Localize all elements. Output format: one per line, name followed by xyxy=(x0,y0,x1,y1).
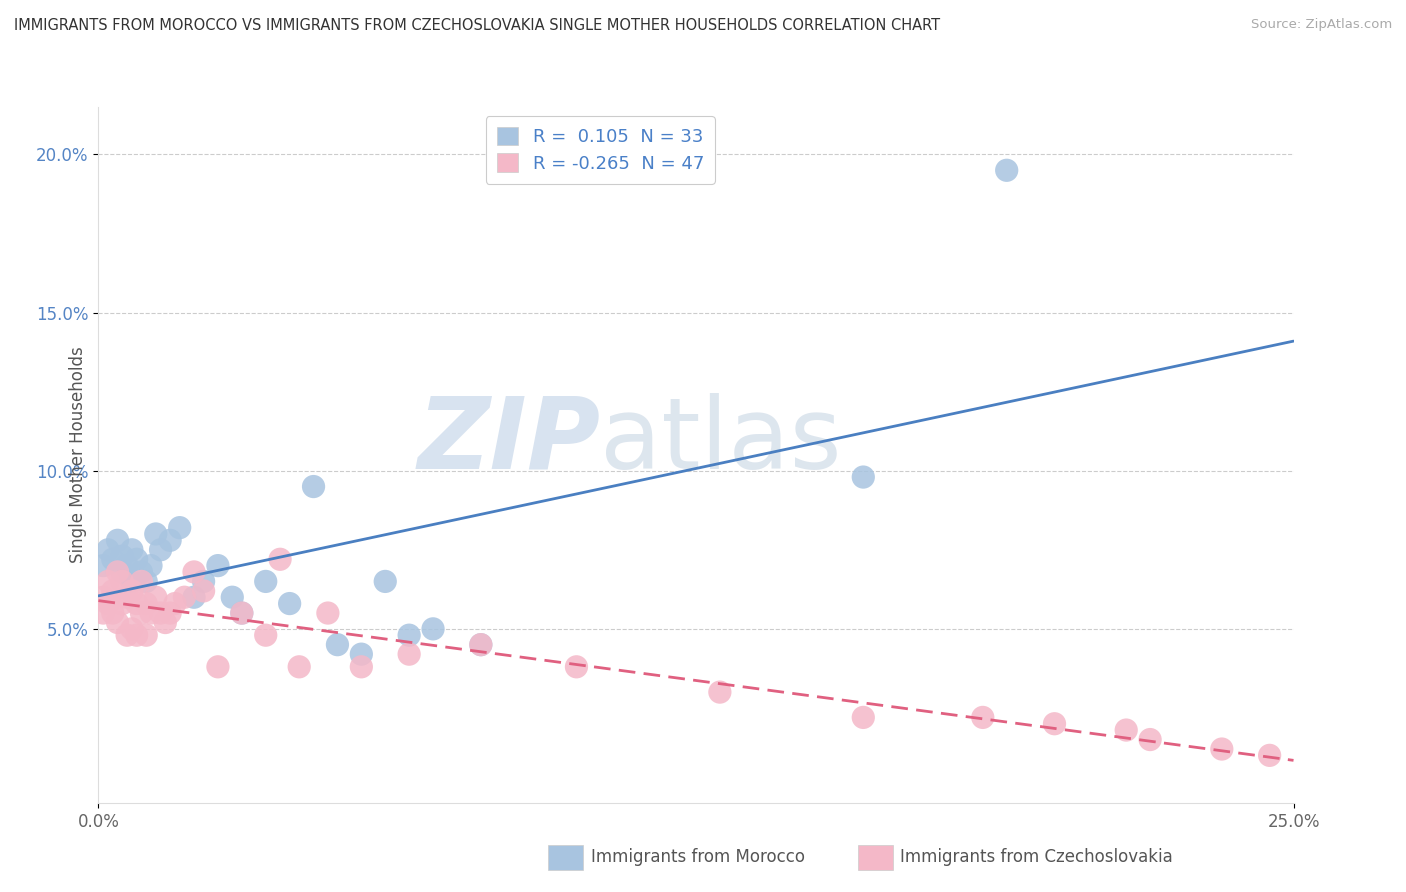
Point xyxy=(398,628,420,642)
Point xyxy=(131,574,153,589)
Point xyxy=(121,542,143,557)
Point xyxy=(709,685,731,699)
Point xyxy=(183,565,205,579)
Point xyxy=(207,558,229,573)
Point xyxy=(470,638,492,652)
Text: IMMIGRANTS FROM MOROCCO VS IMMIGRANTS FROM CZECHOSLOVAKIA SINGLE MOTHER HOUSEHOL: IMMIGRANTS FROM MOROCCO VS IMMIGRANTS FR… xyxy=(14,18,941,33)
Point xyxy=(350,647,373,661)
Point xyxy=(139,606,162,620)
Point xyxy=(107,615,129,630)
Point xyxy=(135,574,157,589)
Point xyxy=(159,606,181,620)
Point xyxy=(1043,716,1066,731)
Point xyxy=(972,710,994,724)
Point xyxy=(398,647,420,661)
Point xyxy=(91,606,114,620)
Point xyxy=(269,552,291,566)
Point xyxy=(278,597,301,611)
Point xyxy=(852,710,875,724)
Point xyxy=(145,591,167,605)
Point xyxy=(107,533,129,548)
Point xyxy=(149,542,172,557)
Point xyxy=(107,565,129,579)
Point xyxy=(111,574,134,589)
Point xyxy=(101,583,124,598)
Point xyxy=(159,533,181,548)
Point xyxy=(173,591,195,605)
Point xyxy=(131,606,153,620)
Point xyxy=(193,583,215,598)
Point xyxy=(131,565,153,579)
Point xyxy=(125,628,148,642)
Point xyxy=(97,542,120,557)
Point xyxy=(115,558,138,573)
Point xyxy=(288,660,311,674)
Point xyxy=(302,479,325,493)
Point xyxy=(221,591,243,605)
Point xyxy=(135,597,157,611)
Point xyxy=(91,591,114,605)
Point xyxy=(121,583,143,598)
Point xyxy=(852,470,875,484)
Point xyxy=(1115,723,1137,737)
Point xyxy=(111,597,134,611)
Point xyxy=(139,558,162,573)
Point xyxy=(115,591,138,605)
Y-axis label: Single Mother Households: Single Mother Households xyxy=(69,347,87,563)
Point xyxy=(145,527,167,541)
Text: ZIP: ZIP xyxy=(418,392,600,490)
Point xyxy=(374,574,396,589)
Point xyxy=(470,638,492,652)
Point xyxy=(350,660,373,674)
Point xyxy=(183,591,205,605)
Text: Immigrants from Czechoslovakia: Immigrants from Czechoslovakia xyxy=(900,848,1173,866)
Point xyxy=(254,628,277,642)
Point xyxy=(422,622,444,636)
Point xyxy=(1139,732,1161,747)
Legend: R =  0.105  N = 33, R = -0.265  N = 47: R = 0.105 N = 33, R = -0.265 N = 47 xyxy=(486,116,714,184)
Point xyxy=(91,558,114,573)
Point xyxy=(193,574,215,589)
Point xyxy=(231,606,253,620)
Point xyxy=(565,660,588,674)
Point xyxy=(115,628,138,642)
Point xyxy=(995,163,1018,178)
Point xyxy=(149,606,172,620)
Point xyxy=(125,597,148,611)
Point xyxy=(207,660,229,674)
Point xyxy=(111,549,134,563)
Text: atlas: atlas xyxy=(600,392,842,490)
Point xyxy=(111,565,134,579)
Point xyxy=(1211,742,1233,756)
Point xyxy=(101,606,124,620)
Point xyxy=(1258,748,1281,763)
Point xyxy=(97,574,120,589)
Point xyxy=(101,552,124,566)
Point xyxy=(125,552,148,566)
Point xyxy=(231,606,253,620)
Text: Source: ZipAtlas.com: Source: ZipAtlas.com xyxy=(1251,18,1392,31)
Point xyxy=(155,615,177,630)
Point xyxy=(254,574,277,589)
Point xyxy=(163,597,186,611)
Point xyxy=(169,521,191,535)
Point xyxy=(316,606,339,620)
Point xyxy=(97,597,120,611)
Point xyxy=(326,638,349,652)
Text: Immigrants from Morocco: Immigrants from Morocco xyxy=(591,848,804,866)
Point xyxy=(121,622,143,636)
Point xyxy=(121,574,143,589)
Point xyxy=(135,628,157,642)
